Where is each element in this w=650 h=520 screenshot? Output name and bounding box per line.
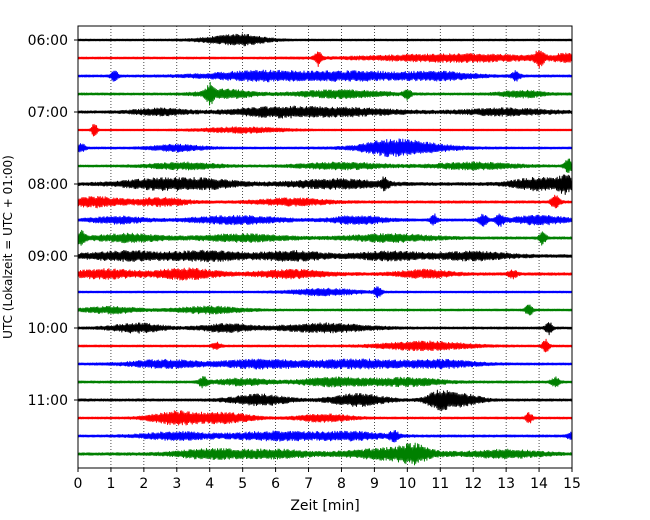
y-tick-label: 09:00 [28, 249, 68, 265]
x-tick-label: 12 [464, 476, 482, 492]
x-tick-label: 1 [106, 476, 115, 492]
plot-frame [77, 25, 573, 469]
trace-0615 [77, 50, 573, 69]
x-tick-label: 4 [205, 476, 214, 492]
x-tick-label: 3 [172, 476, 181, 492]
y-tick-label: 10:00 [28, 321, 68, 337]
x-tick-label: 6 [271, 476, 280, 492]
trace-0900 [77, 249, 573, 263]
x-tick-label: 13 [497, 476, 515, 492]
x-tick-label: 8 [337, 476, 346, 492]
x-tick-label: 9 [370, 476, 379, 492]
x-tick-label: 0 [74, 476, 83, 492]
chart-traces [77, 33, 573, 466]
x-axis-label: Zeit [min] [290, 498, 359, 514]
x-tick-label: 15 [563, 476, 581, 492]
x-tick-label: 2 [139, 476, 148, 492]
x-tick-label: 7 [304, 476, 313, 492]
x-tick-label: 10 [398, 476, 416, 492]
y-tick-label: 07:00 [28, 105, 68, 121]
y-axis-ticks: 06:00 07:00 08:00 09:00 10:00 11:00 [28, 33, 78, 409]
x-tick-label: 14 [530, 476, 548, 492]
x-tick-label: 11 [431, 476, 449, 492]
y-axis-label: UTC (Lokalzeit = UTC + 01:00) [1, 155, 15, 339]
x-tick-label: 5 [238, 476, 247, 492]
y-tick-label: 06:00 [28, 33, 68, 49]
y-tick-label: 08:00 [28, 177, 68, 193]
x-axis-ticks: 0 1 2 3 4 5 6 7 8 9 10 11 12 13 14 15 [74, 468, 581, 492]
y-tick-label: 11:00 [28, 393, 68, 409]
